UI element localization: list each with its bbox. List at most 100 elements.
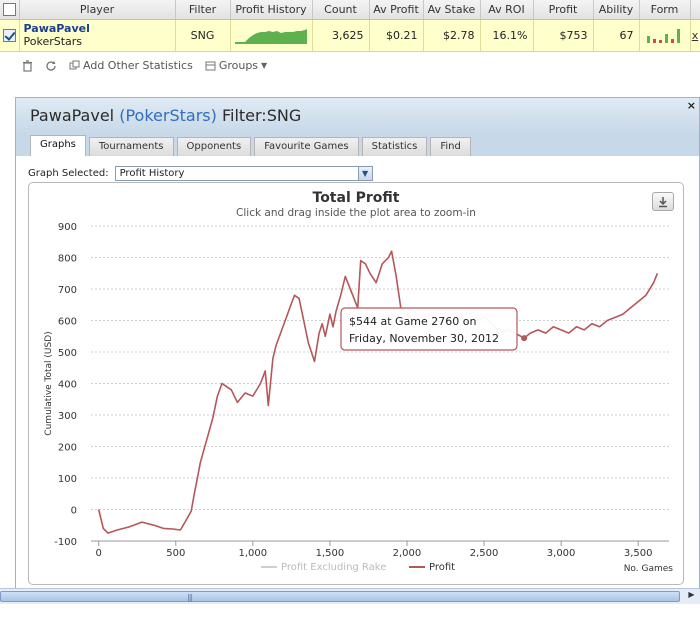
y-tick-label: 400 (58, 380, 77, 391)
panel-site-open: ( (119, 106, 126, 125)
tab-graphs[interactable]: Graphs (30, 135, 86, 156)
col-header-profit[interactable]: Profit (533, 0, 594, 20)
horizontal-scrollbar[interactable]: ||| ▶ (0, 588, 700, 604)
tab-opponents[interactable]: Opponents (176, 137, 252, 156)
table-row[interactable]: PawaPavel PokerStars SNG 3,625 $0.21 $2.… (0, 19, 700, 52)
y-tick-label: -100 (54, 537, 77, 548)
filter-cell: SNG (175, 19, 231, 52)
profit-sparkline (235, 29, 307, 44)
form-bars-icon (646, 28, 680, 43)
graph-select-value: Profit History (119, 168, 185, 179)
y-tick-label: 600 (58, 317, 77, 328)
add-stats-icon (69, 60, 80, 70)
col-header-av-roi[interactable]: Av ROI (480, 0, 534, 20)
delete-button[interactable] (22, 59, 33, 72)
col-header-av-stake[interactable]: Av Stake (423, 0, 481, 20)
y-axis-label: Cumulative Total (USD) (44, 331, 54, 435)
x-tick-label: 2,000 (393, 548, 422, 559)
select-all-checkbox[interactable] (2, 3, 16, 16)
y-tick-label: 700 (58, 285, 77, 296)
x-tick-label: 3,000 (547, 548, 576, 559)
panel-site: PokerStars (125, 106, 211, 125)
tab-favourite-games[interactable]: Favourite Games (254, 137, 359, 156)
chart-subtitle: Click and drag inside the plot area to z… (236, 207, 476, 219)
groups-label: Groups (218, 59, 259, 72)
y-tick-label: 900 (58, 222, 77, 233)
col-header-form[interactable]: Form (639, 0, 691, 20)
close-icon[interactable]: × (686, 99, 696, 112)
chevron-down-icon: ▼ (261, 61, 268, 70)
refresh-icon (46, 60, 56, 71)
select-all-header[interactable] (0, 0, 20, 20)
chart-title: Total Profit (313, 190, 400, 206)
stats-header-row: Player Filter Profit History Count Av Pr… (0, 0, 700, 20)
add-other-statistics-button[interactable]: Add Other Statistics (69, 59, 193, 72)
graph-selector: Graph Selected: Profit History ▼ (28, 166, 373, 181)
player-name[interactable]: PawaPavel (23, 22, 90, 35)
tab-find[interactable]: Find (430, 137, 471, 156)
y-tick-label: 500 (58, 348, 77, 359)
col-header-ability[interactable]: Ability (593, 0, 640, 20)
scroll-right-arrow-icon[interactable]: ▶ (688, 590, 695, 599)
tooltip-box (340, 307, 518, 351)
y-tick-label: 300 (58, 411, 77, 422)
download-button[interactable] (652, 192, 674, 211)
x-tick-label: 2,500 (470, 548, 499, 559)
graph-select[interactable]: Profit History ▼ (114, 166, 373, 181)
tooltip-point-marker (521, 335, 528, 342)
av-stake-cell: $2.78 (423, 19, 481, 52)
col-header-count[interactable]: Count (312, 0, 370, 20)
legend-item-profit-excluding-rake[interactable]: Profit Excluding Rake (281, 562, 386, 573)
row-checkbox-cell[interactable] (0, 19, 20, 52)
scrollbar-thumb[interactable]: ||| (0, 591, 680, 602)
groups-icon (205, 61, 216, 71)
graph-selected-label: Graph Selected: (28, 168, 109, 179)
tooltip-line1: $544 at Game 2760 on (349, 315, 477, 328)
x-tick-label: 1,500 (316, 548, 345, 559)
stats-table: Player Filter Profit History Count Av Pr… (0, 0, 700, 52)
row-checkbox[interactable] (2, 28, 16, 42)
chevron-down-icon[interactable]: ▼ (357, 167, 372, 180)
y-tick-label: 800 (58, 254, 77, 265)
col-header-filter[interactable]: Filter (175, 0, 231, 20)
av-roi-cell: 16.1% (480, 19, 534, 52)
profit-history-cell (230, 19, 313, 52)
col-header-profit-history[interactable]: Profit History (230, 0, 313, 20)
panel-filter: Filter:SNG (221, 106, 302, 125)
legend-item-profit[interactable]: Profit (429, 562, 455, 573)
av-profit-cell: $0.21 (369, 19, 424, 52)
y-tick-label: 0 (71, 506, 77, 517)
x-tick-label: 0 (96, 548, 102, 559)
y-tick-label: 200 (58, 443, 77, 454)
x-tick-label: 1,000 (239, 548, 268, 559)
tab-tournaments[interactable]: Tournaments (88, 137, 174, 156)
refresh-button[interactable] (45, 60, 57, 72)
col-header-av-profit[interactable]: Av Profit (369, 0, 424, 20)
player-detail-panel: PawaPavel (PokerStars) Filter:SNG × Grap… (15, 97, 700, 597)
col-header-extra (690, 0, 700, 20)
groups-dropdown[interactable]: Groups ▼ (205, 59, 267, 72)
panel-title: PawaPavel (PokerStars) Filter:SNG (16, 98, 699, 135)
tab-statistics[interactable]: Statistics (361, 137, 428, 156)
form-cell (639, 19, 691, 52)
chart-container: Total Profit Click and drag inside the pl… (28, 182, 684, 585)
count-cell: 3,625 (312, 19, 370, 52)
profit-series-line[interactable] (97, 250, 659, 534)
remove-row-link[interactable]: x (691, 28, 699, 42)
col-header-player[interactable]: Player (19, 0, 176, 20)
ability-cell: 67 (593, 19, 640, 52)
profit-cell: $753 (533, 19, 594, 52)
y-tick-label: 100 (58, 474, 77, 485)
tooltip-line2: Friday, November 30, 2012 (349, 332, 499, 345)
trash-icon (23, 59, 32, 72)
player-cell[interactable]: PawaPavel PokerStars (19, 19, 176, 52)
add-other-statistics-label: Add Other Statistics (83, 59, 193, 72)
scrollbar-grip: ||| (187, 593, 193, 602)
player-site: PokerStars (23, 35, 83, 48)
download-icon (659, 197, 667, 208)
remove-row-cell[interactable]: x (690, 19, 700, 52)
panel-site-close: ) (210, 106, 217, 125)
panel-player-name: PawaPavel (30, 106, 115, 125)
x-tick-label: 3,500 (624, 548, 653, 559)
